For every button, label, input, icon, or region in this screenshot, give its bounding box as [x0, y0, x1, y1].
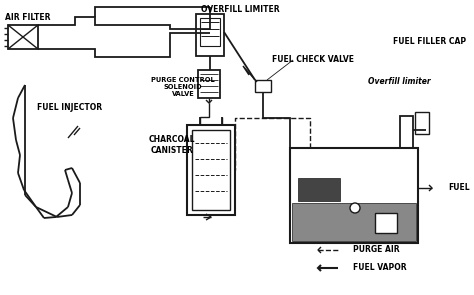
- Bar: [198, 70, 220, 98]
- Text: FUEL CHECK VALVE: FUEL CHECK VALVE: [272, 55, 354, 65]
- Bar: [255, 80, 271, 92]
- Text: OVERFILL LIMITER: OVERFILL LIMITER: [201, 4, 279, 14]
- Text: FUEL: FUEL: [448, 183, 470, 193]
- Bar: [290, 148, 418, 243]
- Bar: [375, 213, 397, 233]
- Text: FUEL VAPOR: FUEL VAPOR: [353, 263, 407, 273]
- Text: FUEL INJECTOR: FUEL INJECTOR: [37, 104, 102, 112]
- Text: AIR FILTER: AIR FILTER: [5, 14, 51, 22]
- Bar: [415, 112, 429, 134]
- Text: Overfill limiter: Overfill limiter: [368, 78, 430, 86]
- Bar: [187, 125, 235, 215]
- Text: PURGE CONTROL
SOLENOID
VALVE: PURGE CONTROL SOLENOID VALVE: [151, 77, 215, 97]
- Bar: [192, 130, 230, 210]
- Bar: [200, 18, 220, 46]
- Text: PURGE AIR: PURGE AIR: [353, 245, 400, 255]
- Polygon shape: [298, 178, 340, 201]
- Text: FUEL FILLER CAP: FUEL FILLER CAP: [393, 37, 466, 47]
- Circle shape: [350, 203, 360, 213]
- Polygon shape: [292, 203, 416, 241]
- Text: CHARCOAL
CANISTER: CHARCOAL CANISTER: [149, 135, 195, 155]
- Bar: [196, 14, 224, 56]
- Bar: [8, 25, 38, 49]
